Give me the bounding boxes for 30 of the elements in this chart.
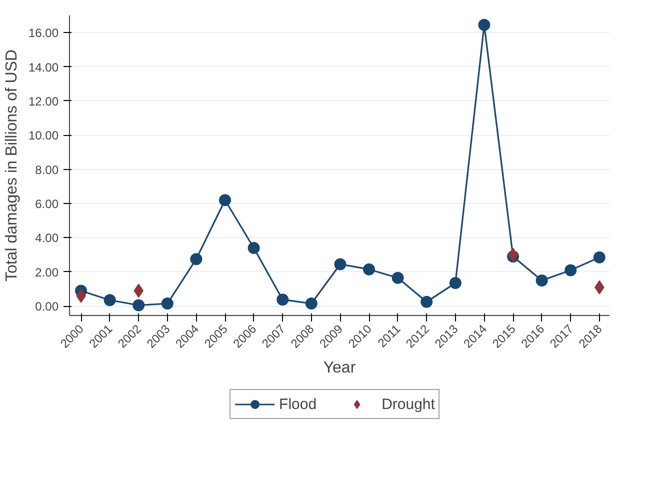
y-tick-label: 12.00 (28, 94, 59, 108)
y-tick-label: 2.00 (35, 265, 59, 280)
y-tick-label: 4.00 (35, 231, 59, 246)
point (478, 18, 490, 31)
point (219, 194, 232, 206)
legend-label: Flood (279, 396, 317, 412)
y-tick-label: 10.00 (28, 128, 59, 143)
point (536, 274, 548, 286)
point (334, 258, 346, 270)
y-axis-title: Total damages in Billions of USD (3, 49, 20, 282)
point (276, 294, 289, 306)
y-tick-label: 8.00 (35, 162, 59, 177)
point (593, 251, 606, 264)
y-tick-label: 0.00 (35, 300, 59, 314)
point (392, 272, 404, 284)
point (248, 242, 260, 254)
point (104, 294, 116, 306)
point (420, 296, 433, 308)
y-tick-label: 6.00 (35, 197, 59, 212)
point (305, 298, 318, 310)
legend-label: Drought (382, 396, 435, 412)
point (190, 253, 202, 266)
point (449, 277, 462, 290)
point (161, 298, 174, 310)
point (363, 263, 376, 276)
point (132, 299, 145, 312)
y-tick-label: 14.00 (28, 60, 59, 74)
x-axis-title: Year (323, 360, 356, 377)
point (564, 264, 577, 276)
y-tick-label: 16.00 (28, 26, 59, 40)
